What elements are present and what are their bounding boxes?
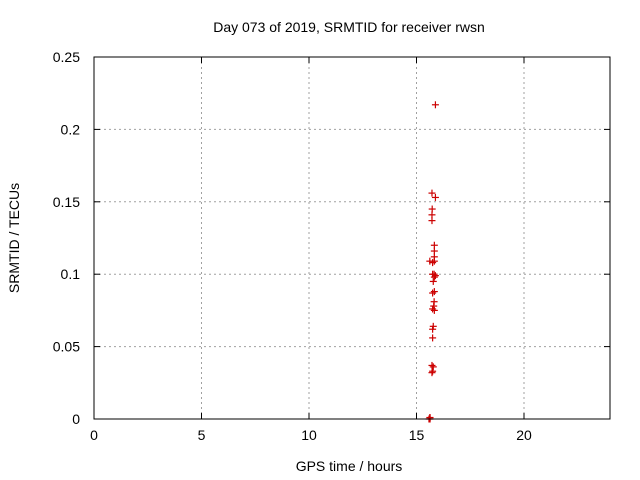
x-tick-label: 20	[516, 427, 532, 443]
data-point	[429, 259, 437, 267]
x-axis-label: GPS time / hours	[296, 458, 403, 474]
data-point	[429, 334, 437, 342]
data-point	[429, 305, 437, 313]
data-point	[428, 361, 436, 369]
data-point	[429, 367, 437, 375]
axis-ticks: 0 5 10 15 20 0 0.05 0.1 0.15 0.2 0.25	[53, 49, 610, 443]
x-tick-label: 15	[409, 427, 425, 443]
x-tick-label: 5	[198, 427, 206, 443]
grid-lines	[94, 57, 610, 419]
data-point	[428, 217, 436, 225]
x-tick-label: 0	[90, 427, 98, 443]
data-point	[429, 363, 437, 371]
data-points	[425, 101, 439, 423]
y-axis-label: SRMTID / TECUs	[6, 183, 22, 293]
y-tick-label: 0.1	[61, 266, 81, 282]
data-point	[430, 288, 438, 296]
plot-frame	[93, 56, 611, 420]
data-point	[429, 289, 437, 297]
data-point	[429, 277, 437, 285]
chart-title: Day 073 of 2019, SRMTID for receiver rws…	[213, 19, 485, 35]
data-point	[430, 306, 438, 314]
data-point	[430, 273, 438, 281]
data-point	[429, 325, 437, 333]
x-tick-label: 10	[301, 427, 317, 443]
y-tick-label: 0.15	[53, 194, 80, 210]
y-tick-label: 0.25	[53, 49, 80, 65]
y-tick-label: 0	[72, 411, 80, 427]
data-point	[431, 272, 439, 280]
data-point	[428, 189, 436, 197]
data-point	[431, 193, 439, 201]
data-point	[428, 369, 436, 377]
data-point	[431, 101, 439, 109]
y-tick-label: 0.05	[53, 339, 80, 355]
y-tick-label: 0.2	[61, 121, 81, 137]
